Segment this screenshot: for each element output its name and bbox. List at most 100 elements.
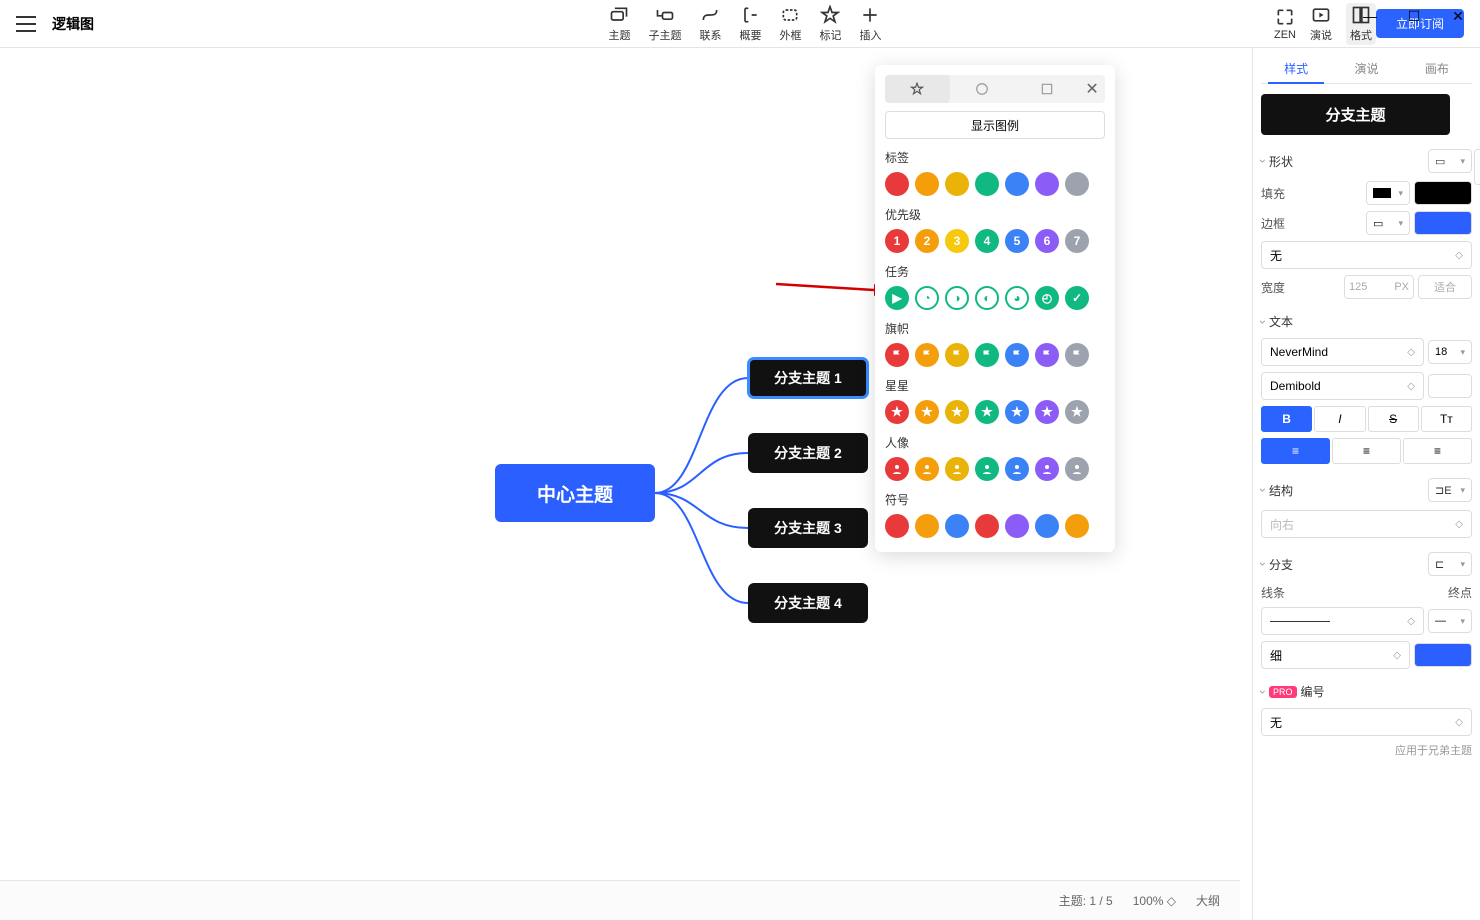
- numbering-section-header[interactable]: PRO 编号: [1261, 683, 1472, 700]
- marker-person-5[interactable]: [1035, 457, 1059, 481]
- marker-flag-6[interactable]: [1065, 343, 1089, 367]
- marker-tags-2[interactable]: [945, 172, 969, 196]
- marker-star-5[interactable]: ★: [1035, 400, 1059, 424]
- branch-style-select[interactable]: ⊏: [1428, 552, 1472, 576]
- marker-task-0[interactable]: ▶: [885, 286, 909, 310]
- marker-priority-5[interactable]: 6: [1035, 229, 1059, 253]
- menu-button[interactable]: [16, 16, 36, 32]
- font-size-select[interactable]: 18: [1428, 340, 1472, 364]
- structure-style-select[interactable]: ⊐Ε: [1428, 478, 1472, 502]
- align-center-button[interactable]: ≡: [1332, 438, 1401, 464]
- marker-priority-2[interactable]: 3: [945, 229, 969, 253]
- marker-person-0[interactable]: [885, 457, 909, 481]
- toolbar-insert[interactable]: 插入: [859, 5, 881, 43]
- marker-symbol-2[interactable]: [945, 514, 969, 538]
- marker-person-4[interactable]: [1005, 457, 1029, 481]
- marker-task-4[interactable]: ◕: [1005, 286, 1029, 310]
- marker-priority-1[interactable]: 2: [915, 229, 939, 253]
- marker-flag-3[interactable]: [975, 343, 999, 367]
- theme-type-dropdown-icon[interactable]: ▾: [1474, 149, 1480, 185]
- marker-symbol-5[interactable]: [1035, 514, 1059, 538]
- align-right-button[interactable]: ≡: [1403, 438, 1472, 464]
- branch-node-2[interactable]: 分支主题 2: [748, 433, 868, 473]
- endpoint-select[interactable]: —: [1428, 609, 1472, 633]
- font-family-select[interactable]: NeverMind: [1261, 338, 1424, 366]
- toolbar-pitch[interactable]: 演说: [1310, 5, 1332, 43]
- toolbar-boundary[interactable]: 外框: [779, 5, 801, 43]
- branch-section-header[interactable]: 分支 ⊏: [1261, 552, 1472, 576]
- toolbar-topic[interactable]: 主题: [608, 5, 630, 43]
- marker-task-5[interactable]: ◴: [1035, 286, 1059, 310]
- fill-color-swatch[interactable]: [1414, 181, 1472, 205]
- width-input[interactable]: 125PX: [1344, 275, 1414, 299]
- branch-node-1[interactable]: 分支主题 1: [748, 358, 868, 398]
- marker-task-2[interactable]: ◑: [945, 286, 969, 310]
- marker-star-0[interactable]: ★: [885, 400, 909, 424]
- marker-symbol-3[interactable]: [975, 514, 999, 538]
- toolbar-subtopic[interactable]: 子主题: [648, 5, 681, 43]
- branch-node-3[interactable]: 分支主题 3: [748, 508, 868, 548]
- bold-button[interactable]: B: [1261, 406, 1312, 432]
- fit-button[interactable]: 适合: [1418, 275, 1472, 299]
- marker-flag-0[interactable]: [885, 343, 909, 367]
- marker-symbol-6[interactable]: [1065, 514, 1089, 538]
- marker-star-3[interactable]: ★: [975, 400, 999, 424]
- marker-priority-6[interactable]: 7: [1065, 229, 1089, 253]
- branch-color-swatch[interactable]: [1414, 643, 1472, 667]
- marker-flag-4[interactable]: [1005, 343, 1029, 367]
- marker-tab-illustration[interactable]: [1014, 75, 1079, 103]
- marker-flag-1[interactable]: [915, 343, 939, 367]
- central-topic-node[interactable]: 中心主题: [495, 464, 655, 522]
- marker-panel-close[interactable]: ✕: [1079, 79, 1105, 99]
- align-left-button[interactable]: ≡: [1261, 438, 1330, 464]
- structure-section-header[interactable]: 结构 ⊐Ε: [1261, 478, 1472, 502]
- font-weight-select[interactable]: Demibold: [1261, 372, 1424, 400]
- marker-symbol-4[interactable]: [1005, 514, 1029, 538]
- window-maximize[interactable]: ☐: [1392, 0, 1436, 32]
- marker-flag-2[interactable]: [945, 343, 969, 367]
- marker-symbol-1[interactable]: [915, 514, 939, 538]
- marker-task-3[interactable]: ◐: [975, 286, 999, 310]
- numbering-select[interactable]: 无: [1261, 708, 1472, 736]
- shape-style-select[interactable]: ▭: [1428, 149, 1472, 173]
- branch-node-4[interactable]: 分支主题 4: [748, 583, 868, 623]
- shape-section-header[interactable]: 形状 ▭: [1261, 149, 1472, 173]
- marker-task-1[interactable]: ◔: [915, 286, 939, 310]
- italic-button[interactable]: I: [1314, 406, 1365, 432]
- toolbar-marker[interactable]: 标记: [819, 5, 841, 43]
- border-style-select[interactable]: ▭: [1366, 211, 1410, 235]
- strike-button[interactable]: S: [1368, 406, 1419, 432]
- marker-tab-star[interactable]: [885, 75, 950, 103]
- outline-toggle[interactable]: 大纲: [1196, 892, 1220, 909]
- marker-person-2[interactable]: [945, 457, 969, 481]
- format-tab-1[interactable]: 演说: [1331, 54, 1401, 83]
- zoom-level[interactable]: 100% ◇: [1133, 894, 1176, 908]
- marker-tags-4[interactable]: [1005, 172, 1029, 196]
- theme-type-button[interactable]: 分支主题: [1261, 94, 1450, 135]
- marker-star-4[interactable]: ★: [1005, 400, 1029, 424]
- marker-priority-4[interactable]: 5: [1005, 229, 1029, 253]
- marker-tags-5[interactable]: [1035, 172, 1059, 196]
- marker-tags-1[interactable]: [915, 172, 939, 196]
- shape-preset-select[interactable]: 无: [1261, 241, 1472, 269]
- marker-person-6[interactable]: [1065, 457, 1089, 481]
- fill-preset-select[interactable]: [1366, 181, 1410, 205]
- marker-priority-0[interactable]: 1: [885, 229, 909, 253]
- marker-flag-5[interactable]: [1035, 343, 1059, 367]
- marker-priority-3[interactable]: 4: [975, 229, 999, 253]
- marker-tags-3[interactable]: [975, 172, 999, 196]
- toolbar-relation[interactable]: 联系: [699, 5, 721, 43]
- line-weight-select[interactable]: 细: [1261, 641, 1410, 669]
- text-section-header[interactable]: 文本: [1261, 313, 1472, 330]
- marker-star-1[interactable]: ★: [915, 400, 939, 424]
- structure-direction-select[interactable]: 向右: [1261, 510, 1472, 538]
- marker-symbol-0[interactable]: [885, 514, 909, 538]
- toolbar-summary[interactable]: 概要: [739, 5, 761, 43]
- marker-person-3[interactable]: [975, 457, 999, 481]
- marker-tags-0[interactable]: [885, 172, 909, 196]
- marker-tags-6[interactable]: [1065, 172, 1089, 196]
- marker-task-6[interactable]: ✓: [1065, 286, 1089, 310]
- line-style-select[interactable]: [1261, 607, 1424, 635]
- show-legend-button[interactable]: 显示图例: [885, 111, 1105, 139]
- window-close[interactable]: ✕: [1436, 0, 1480, 32]
